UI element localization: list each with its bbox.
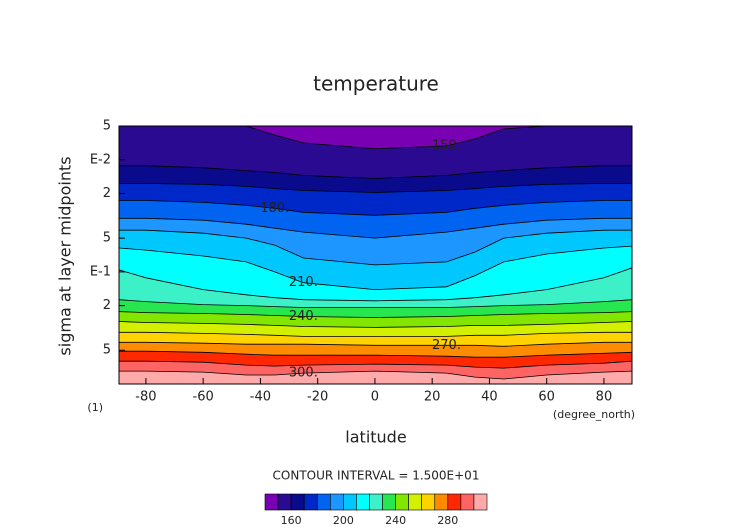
- contour-label: 270.: [432, 338, 461, 353]
- colorbar-tick-label: 160: [281, 514, 302, 527]
- x-tick-label: -60: [193, 390, 214, 405]
- y-tick-label: 5: [103, 231, 111, 246]
- y-tick-label: E-2: [90, 152, 111, 167]
- contour-label: 300.: [289, 366, 318, 381]
- y-axis-label: sigma at layer midpoints: [56, 156, 75, 355]
- colorbar-box: [277, 493, 292, 511]
- contour-line: [119, 183, 632, 193]
- contour-label: 240.: [289, 309, 318, 324]
- contour-line: [119, 267, 632, 302]
- colorbar-box: [369, 493, 383, 511]
- colorbar-tick-label: 200: [333, 514, 354, 527]
- x-tick-label: -40: [250, 390, 271, 405]
- contour-label: 180.: [260, 201, 289, 216]
- contour-line: [119, 217, 632, 239]
- x-axis-label: latitude: [345, 428, 406, 447]
- contour-line: [119, 321, 632, 328]
- colorbar-box: [434, 493, 449, 511]
- y-tick-label: 2: [103, 186, 111, 201]
- contour-line: [119, 126, 632, 150]
- y-units: (1): [87, 401, 103, 414]
- contour-label: 150.: [432, 138, 461, 153]
- y-tick-label: 5: [103, 119, 111, 134]
- contour-line: [119, 229, 632, 266]
- colorbar-box: [303, 493, 318, 511]
- colorbar-box: [290, 493, 305, 511]
- colorbar-tick-label: 280: [437, 514, 458, 527]
- colorbar-box: [473, 493, 488, 511]
- contour-fill: [119, 371, 632, 384]
- x-tick-label: 80: [596, 390, 613, 405]
- contour-line: [119, 299, 632, 308]
- x-tick-label: 20: [424, 390, 441, 405]
- colorbar-box: [329, 493, 344, 511]
- x-tick-label: -80: [135, 390, 156, 405]
- contour-interval: CONTOUR INTERVAL = 1.500E+01: [273, 469, 480, 483]
- colorbar-tick-label: 240: [385, 514, 406, 527]
- chart-title: temperature: [313, 72, 439, 96]
- colorbar-box: [447, 493, 462, 511]
- colorbar-box: [382, 493, 396, 511]
- x-tick-label: 60: [538, 390, 555, 405]
- colorbar-box: [408, 493, 423, 511]
- colorbar-box: [343, 493, 357, 511]
- x-tick-label: 40: [481, 390, 498, 405]
- plot-fills: 150. 180. 210. 240. 270. 300.: [119, 126, 632, 384]
- colorbar-box: [421, 493, 436, 511]
- x-tick-label: -20: [307, 390, 328, 405]
- y-tick-label: E-1: [90, 264, 111, 279]
- y-tick-label: 5: [103, 343, 111, 358]
- colorbar-box: [356, 493, 370, 511]
- contour-label: 210.: [289, 275, 318, 290]
- contour-line: [119, 360, 632, 369]
- contour-line: [119, 331, 632, 337]
- y-tick-label: 2: [103, 298, 111, 313]
- colorbar-box: [395, 493, 409, 511]
- contour-line: [119, 245, 632, 291]
- x-tick-label: 0: [371, 390, 379, 405]
- colorbar-box: [460, 493, 475, 511]
- contour-line: [119, 200, 632, 216]
- plot-frame: [118, 125, 633, 385]
- colorbar-box: [316, 493, 331, 511]
- contour-line: [119, 165, 632, 179]
- colorbar-box: [264, 493, 279, 511]
- x-units: (degree_north): [553, 408, 635, 421]
- contour-line: [119, 311, 632, 318]
- contour-line: [119, 341, 632, 347]
- contour-line: [119, 370, 632, 380]
- contour-line: [119, 350, 632, 358]
